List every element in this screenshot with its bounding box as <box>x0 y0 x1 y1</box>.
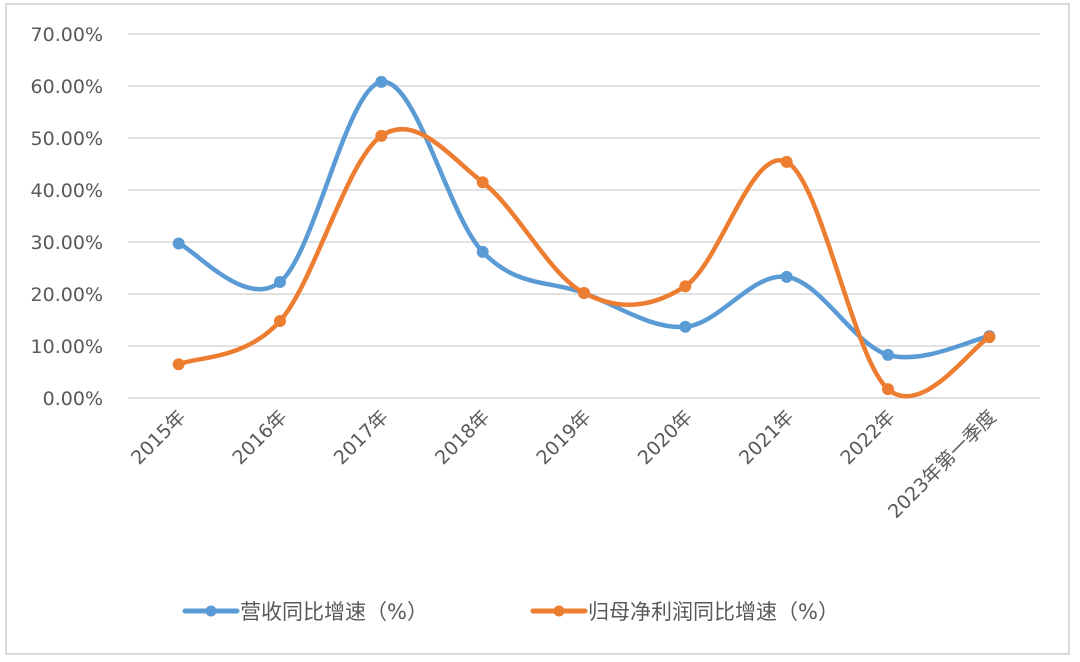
legend-marker-icon <box>205 605 217 617</box>
data-point-marker[interactable] <box>172 358 185 371</box>
series-line <box>176 127 992 399</box>
data-point-marker[interactable] <box>274 276 286 289</box>
data-point-marker[interactable] <box>780 155 793 168</box>
x-tick-label: 2017年 <box>330 406 393 469</box>
y-tick-label: 70.00% <box>31 24 103 46</box>
data-point-marker[interactable] <box>983 331 996 344</box>
data-point-marker[interactable] <box>172 237 185 250</box>
legend-item-net-profit[interactable]: 归母净利润同比增速（%） <box>530 600 839 624</box>
data-point-marker[interactable] <box>578 286 590 299</box>
legend: 营收同比增速（%） 归母净利润同比增速（%） <box>182 600 839 624</box>
legend-item-revenue[interactable]: 营收同比增速（%） <box>182 600 428 624</box>
data-point-marker[interactable] <box>679 320 692 333</box>
y-tick-label: 40.00% <box>31 180 103 202</box>
legend-marker-icon <box>553 605 565 617</box>
data-point-marker[interactable] <box>375 75 388 88</box>
series-line <box>176 79 992 360</box>
series-revenue-growth <box>172 75 996 361</box>
x-tick-label: 2022年 <box>836 406 899 469</box>
series-lines <box>172 75 996 399</box>
data-point-marker[interactable] <box>679 280 692 293</box>
y-tick-label: 50.00% <box>31 128 103 150</box>
x-tick-label: 2021年 <box>735 406 798 469</box>
data-point-marker[interactable] <box>882 383 894 396</box>
data-point-marker[interactable] <box>375 129 388 142</box>
data-point-marker[interactable] <box>882 348 894 361</box>
chart-frame <box>5 3 1070 655</box>
x-tick-label: 2016年 <box>228 406 291 469</box>
data-point-marker[interactable] <box>274 315 286 328</box>
x-tick-label: 2018年 <box>431 406 494 469</box>
y-tick-label: 60.00% <box>31 76 103 98</box>
y-tick-label: 20.00% <box>31 284 103 306</box>
y-tick-label: 10.00% <box>31 336 103 358</box>
legend-label: 营收同比增速（%） <box>240 600 428 624</box>
gridlines <box>128 33 1040 399</box>
legend-label: 归母净利润同比增速（%） <box>588 600 839 624</box>
data-point-marker[interactable] <box>476 245 489 258</box>
y-tick-label: 0.00% <box>43 388 103 410</box>
x-tick-label: 2015年 <box>127 406 190 469</box>
data-point-marker[interactable] <box>476 176 489 189</box>
x-axis: 2015年 2016年 2017年 2018年 2019年 2020年 2021年 2022年… <box>127 406 1001 523</box>
data-point-marker[interactable] <box>780 270 793 283</box>
x-tick-label: 2019年 <box>532 406 595 469</box>
y-axis: 0.00% 10.00% 20.00% 30.00% 40.00% 50.00% 60.00… <box>31 24 103 410</box>
x-tick-label: 2020年 <box>634 406 697 469</box>
y-tick-label: 30.00% <box>31 232 103 254</box>
series-net-profit-growth <box>172 127 996 399</box>
x-tick-label: 2023年第一季度 <box>884 406 1001 523</box>
